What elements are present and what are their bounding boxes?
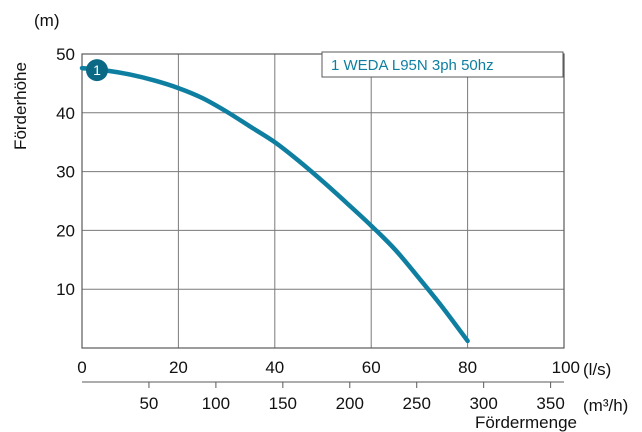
series-marker [86, 59, 108, 82]
x-tick-label: 100 [552, 358, 580, 377]
x-tick-label: 40 [265, 358, 284, 377]
x-axis-ticks: 0 20 40 60 80 100 [77, 358, 580, 377]
x-axis-title: Fördermenge [475, 413, 577, 432]
x-axis-unit: (l/s) [583, 360, 611, 379]
y-axis-ticks: 10 20 30 40 50 [56, 45, 75, 299]
y-tick-label: 50 [56, 45, 75, 64]
x-secondary-tick-label: 250 [403, 394, 431, 413]
x-secondary-tick-label: 100 [202, 394, 230, 413]
y-axis-unit: (m) [34, 11, 59, 30]
x-secondary-axis-unit: (m³/h) [583, 396, 628, 415]
y-axis-title: Förderhöhe [11, 62, 30, 150]
y-tick-label: 40 [56, 104, 75, 123]
x-secondary-tick-label: 50 [139, 394, 158, 413]
y-tick-label: 30 [56, 163, 75, 182]
x-secondary-tick-label: 350 [536, 394, 564, 413]
grid-lines [82, 53, 564, 348]
x-tick-label: 80 [458, 358, 477, 377]
y-tick-label: 20 [56, 221, 75, 240]
series-layer: 1 [79, 59, 470, 344]
x-tick-label: 60 [362, 358, 381, 377]
x-secondary-tick-label: 150 [269, 394, 297, 413]
legend-entry: 1 WEDA L95N 3ph 50hz [331, 57, 494, 74]
legend-box [321, 51, 564, 78]
x-tick-label: 20 [169, 358, 188, 377]
x-secondary-tick-label: 300 [469, 394, 497, 413]
y-tick-label: 10 [56, 280, 75, 299]
series-line [79, 65, 470, 344]
x-tick-label: 0 [77, 358, 86, 377]
plot-area-frame [81, 53, 565, 349]
x-secondary-tick-label: 200 [336, 394, 364, 413]
x-secondary-axis-ticks: 50 100 150 200 250 300 350 [82, 381, 565, 413]
series-marker-label: 1 [93, 62, 101, 78]
